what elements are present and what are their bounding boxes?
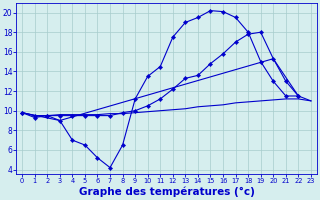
X-axis label: Graphe des températures (°c): Graphe des températures (°c) xyxy=(79,187,254,197)
